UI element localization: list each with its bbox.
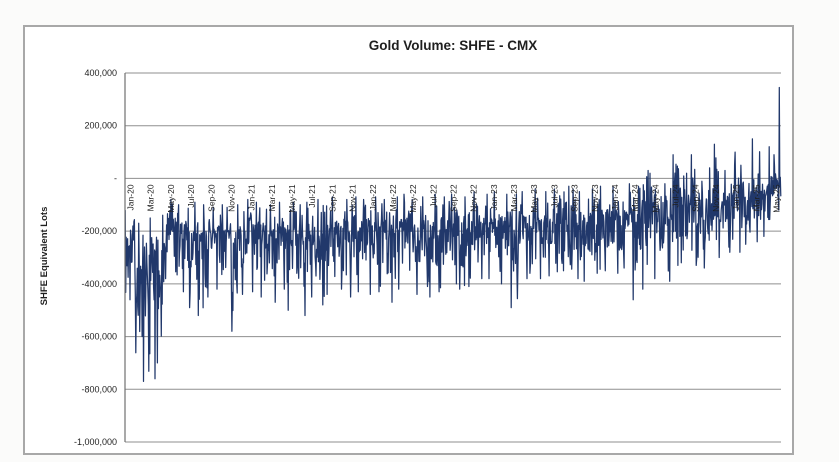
gridlines-layer	[125, 72, 781, 443]
x-tick-label: Jan-24	[610, 184, 620, 210]
x-tick-label: Sep-22	[449, 184, 459, 212]
x-tick-label: May-20	[166, 184, 176, 213]
x-tick-label: Jul-22	[428, 184, 438, 207]
x-tick-label: May-22	[408, 184, 418, 213]
x-tick-label: Nov-21	[348, 184, 358, 212]
tick-labels-layer: 400,000 200,000 - -200,000 -400,000 -600,000 -…	[74, 68, 782, 447]
x-tick-label: Jul-21	[307, 184, 317, 207]
y-tick-label: -200,000	[81, 226, 117, 236]
series-layer	[124, 86, 782, 383]
x-tick-label: Mar-23	[509, 184, 519, 211]
y-tick-label: -	[114, 173, 117, 183]
x-tick-label: Jul-23	[549, 184, 559, 207]
x-tick-label: Jan-21	[247, 184, 257, 210]
x-tick-label: Jul-20	[186, 184, 196, 207]
x-tick-label: Nov-24	[711, 184, 721, 212]
volume-series-line	[124, 86, 782, 383]
x-tick-label: Jan-20	[126, 184, 136, 210]
x-tick-label: Sep-23	[570, 184, 580, 212]
y-tick-label: -800,000	[81, 384, 117, 394]
y-tick-label: -1,000,000	[74, 437, 117, 447]
x-tick-label: May-24	[650, 184, 660, 213]
x-tick-label: Nov-23	[590, 184, 600, 212]
chart-frame: 400,000 200,000 - -200,000 -400,000 -600,000 -…	[23, 25, 794, 455]
x-tick-label: Sep-21	[327, 184, 337, 212]
x-tick-label: May-25	[771, 184, 781, 213]
x-tick-label: May-21	[287, 184, 297, 213]
x-tick-label: Mar-25	[751, 184, 761, 211]
chart-title: Gold Volume: SHFE - CMX	[369, 38, 538, 53]
gold-volume-chart: 400,000 200,000 - -200,000 -400,000 -600,000 -…	[39, 38, 782, 447]
x-tick-label: Sep-24	[691, 184, 701, 212]
x-tick-label: Jan-25	[731, 184, 741, 210]
x-tick-label: Nov-22	[469, 184, 479, 212]
x-tick-label: Mar-22	[388, 184, 398, 211]
x-tick-label: Jan-23	[489, 184, 499, 210]
y-tick-label: -400,000	[81, 279, 117, 289]
x-tick-label: Sep-20	[206, 184, 216, 212]
x-tick-label: Mar-21	[267, 184, 277, 211]
x-tick-label: Jul-24	[671, 184, 681, 207]
x-tick-label: Nov-20	[226, 184, 236, 212]
x-tick-label: Mar-24	[630, 184, 640, 211]
x-tick-label: Jan-22	[368, 184, 378, 210]
y-tick-label: 200,000	[84, 121, 117, 131]
x-tick-label: Mar-20	[146, 184, 156, 211]
x-tick-label: May-23	[529, 184, 539, 213]
y-tick-label: -600,000	[81, 332, 117, 342]
y-tick-label: 400,000	[84, 68, 117, 78]
y-axis-title: SHFE Equivalent Lots	[39, 207, 50, 306]
